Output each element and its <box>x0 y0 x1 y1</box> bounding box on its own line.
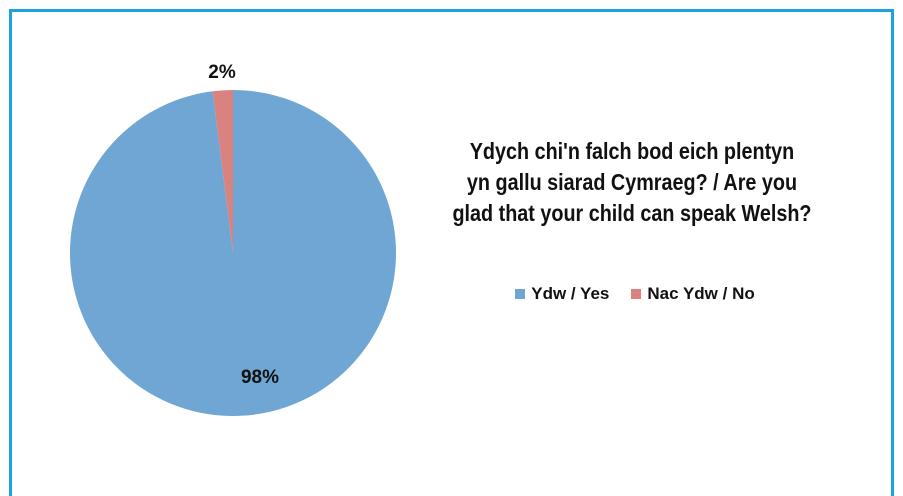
pie-slice-yes <box>69 90 396 416</box>
data-label-yes: 98% <box>241 367 279 388</box>
pie-slice-no <box>212 90 233 253</box>
legend-label-no: Nac Ydw / No <box>647 284 755 303</box>
legend-swatch-yes <box>515 289 526 299</box>
data-label-no: 2% <box>208 62 236 83</box>
chart-legend: Ydw / Yes Nac Ydw / No <box>480 284 790 304</box>
chart-title-line-3: glad that your child can speak Welsh? <box>452 200 812 226</box>
legend-label-yes: Ydw / Yes <box>531 284 610 303</box>
chart-title-line-2: yn gallu siarad Cymraeg? / Are you <box>466 169 798 195</box>
legend-swatch-no <box>631 289 642 299</box>
legend-item-yes: Ydw / Yes <box>515 284 609 304</box>
legend-item-no: Nac Ydw / No <box>631 284 755 304</box>
chart-title-line-1: Ydych chi'n falch bod eich plentyn <box>469 138 795 164</box>
chart-title: Ydych chi'n falch bod eich plentyn yn ga… <box>439 136 824 229</box>
